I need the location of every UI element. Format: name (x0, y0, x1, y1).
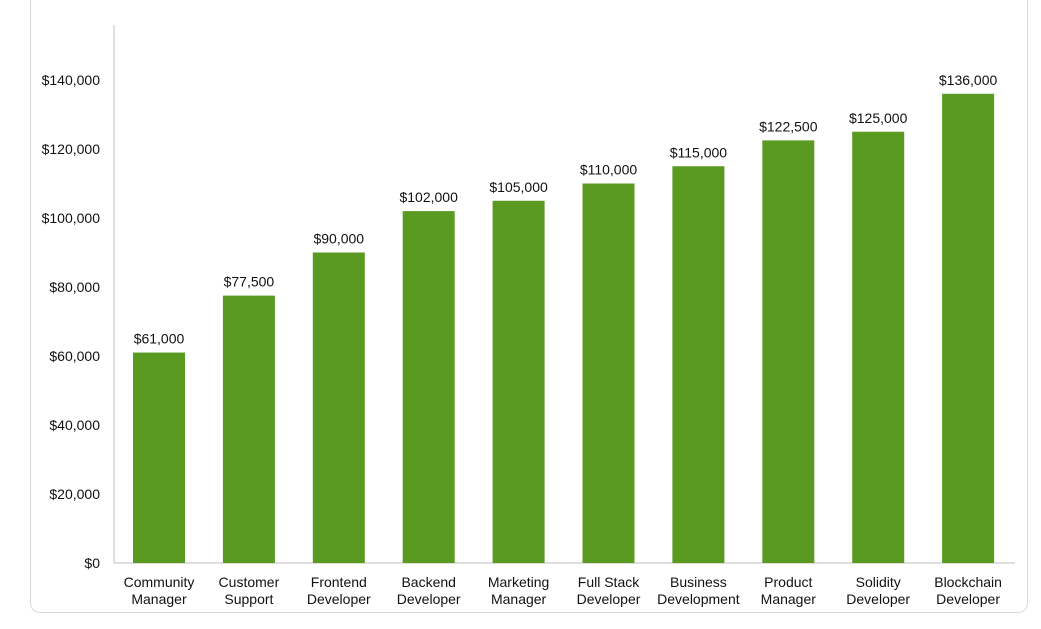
x-tick-label: Product Manager (761, 574, 817, 607)
x-tick-label-line: Marketing (488, 574, 549, 590)
x-tick-label: Full Stack Developer (577, 574, 641, 607)
bar-value-label: $122,500 (759, 118, 818, 134)
bar-value-label: $102,000 (399, 189, 458, 205)
x-tick-label-line: Developer (397, 591, 461, 607)
bar[interactable] (222, 295, 275, 563)
x-tick-label-line: Customer (219, 574, 280, 590)
x-tick-label-line: Developer (846, 591, 910, 607)
bar-value-label: $115,000 (670, 144, 728, 160)
y-tick-label: $80,000 (49, 279, 100, 295)
x-tick-label-line: Frontend (311, 574, 367, 590)
x-tick-label: Community Manager (124, 574, 195, 607)
x-tick-label-line: Manager (491, 591, 547, 607)
bar-value-label: $125,000 (849, 110, 908, 126)
x-tick-label: Customer Support (219, 574, 280, 607)
x-tick-label-line: Development (657, 591, 740, 607)
x-tick-label-line: Business (670, 574, 727, 590)
bar[interactable] (133, 352, 185, 563)
bar-value-label: $77,500 (224, 274, 275, 290)
bar[interactable] (762, 140, 815, 563)
y-tick-label: $20,000 (49, 486, 100, 502)
x-tick-label-line: Full Stack (578, 574, 640, 590)
x-tick-label-line: Manager (761, 591, 817, 607)
y-tick-label: $40,000 (49, 417, 100, 433)
x-tick-label-line: Blockchain (934, 574, 1002, 590)
x-tick-label: Blockchain Developer (934, 574, 1002, 607)
y-tick-label: $60,000 (49, 348, 100, 364)
x-tick-label-line: Community (124, 574, 195, 590)
x-tick-label-line: Support (224, 591, 273, 607)
x-tick-label: Solidity Developer (846, 574, 910, 607)
x-tick-label-line: Solidity (856, 574, 901, 590)
x-tick-label: Backend Developer (397, 574, 461, 607)
y-tick-label: $0 (84, 555, 100, 571)
bar-value-label: $90,000 (313, 231, 364, 247)
bars (133, 93, 995, 564)
x-tick-label-line: Developer (936, 591, 1000, 607)
x-tick-label: Frontend Developer (307, 574, 371, 607)
bar[interactable] (942, 93, 995, 564)
x-tick-label-line: Product (764, 574, 812, 590)
x-tick-label: Marketing Manager (488, 574, 549, 607)
bar[interactable] (492, 200, 545, 563)
data-labels: $61,000 $77,500 $90,000 $102,000 $105,000 $11… (134, 72, 998, 347)
x-tick-label-line: Manager (131, 591, 187, 607)
y-axis-ticks: $0 $20,000 $40,000 $60,000 $80,000 $100,000 $1… (42, 72, 101, 571)
x-tick-label-line: Developer (577, 591, 641, 607)
bar[interactable] (402, 211, 455, 563)
bar-value-label: $61,000 (134, 331, 185, 347)
y-tick-label: $120,000 (42, 141, 101, 157)
y-tick-label: $140,000 (42, 72, 101, 88)
bar[interactable] (672, 166, 725, 563)
bar[interactable] (312, 252, 365, 564)
bar[interactable] (582, 183, 635, 564)
x-tick-label-line: Developer (307, 591, 371, 607)
x-tick-label: Business Development (657, 574, 740, 607)
bar-value-label: $136,000 (939, 72, 998, 88)
bar[interactable] (852, 131, 905, 563)
y-tick-label: $100,000 (42, 210, 101, 226)
bar-value-label: $105,000 (489, 179, 548, 195)
x-tick-label-line: Backend (401, 574, 455, 590)
bar-value-label: $110,000 (580, 162, 638, 178)
